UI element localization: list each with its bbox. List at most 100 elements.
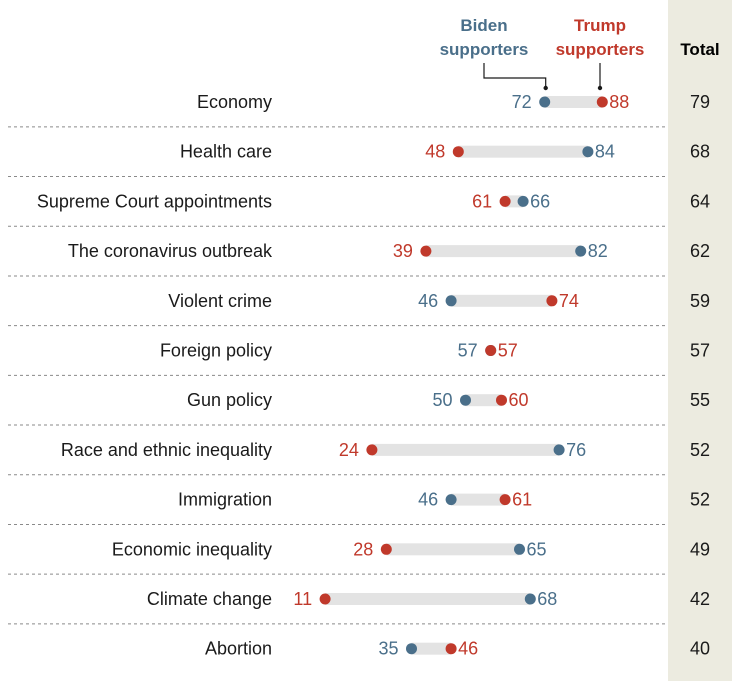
trump-dot: [485, 345, 497, 356]
category-label: The coronavirus outbreak: [68, 241, 273, 261]
biden-value-label: 46: [418, 291, 438, 311]
category-label: Abortion: [205, 639, 272, 659]
trump-value-label: 24: [339, 440, 359, 460]
biden-value-label: 46: [418, 490, 438, 510]
total-value: 62: [690, 241, 710, 261]
legend-trump-line2: supporters: [556, 40, 645, 59]
biden-value-label: 72: [512, 92, 532, 112]
legend-trump-line1: Trump: [574, 16, 626, 35]
biden-value-label: 65: [527, 539, 547, 559]
category-label: Supreme Court appointments: [37, 191, 272, 211]
chart-row: Climate change 11 68 42: [8, 589, 710, 625]
trump-dot: [499, 195, 511, 207]
category-label: Foreign policy: [160, 341, 272, 361]
trump-dot: [452, 146, 464, 158]
total-value: 52: [690, 440, 710, 460]
total-value: 57: [690, 341, 710, 361]
total-column-background: [668, 0, 732, 681]
total-value: 42: [690, 589, 710, 609]
category-label: Immigration: [178, 490, 272, 510]
range-bar: [451, 493, 506, 506]
chart-rows: Economy 72 88 79 Health care 48 84 68 Supreme Co…: [8, 92, 710, 659]
total-value: 64: [690, 191, 710, 211]
biden-dot: [539, 96, 551, 108]
biden-value-label: 84: [595, 142, 615, 162]
range-bar: [458, 145, 588, 158]
trump-value-label: 61: [512, 490, 532, 510]
trump-dot: [380, 543, 392, 555]
chart-row: Economic inequality 28 65 49: [8, 539, 710, 575]
range-bar: [451, 294, 552, 307]
chart-row: Supreme Court appointments 61 66 64: [8, 191, 710, 227]
legend-biden-line2: supporters: [440, 40, 529, 59]
total-value: 59: [690, 291, 710, 311]
biden-value-label: 57: [458, 341, 478, 361]
chart-row: The coronavirus outbreak 39 82 62: [8, 241, 710, 277]
biden-dot: [582, 146, 594, 158]
trump-value-label: 74: [559, 291, 579, 311]
range-bar: [371, 443, 560, 456]
biden-value-label: 76: [566, 440, 586, 460]
biden-value-label: 68: [537, 589, 557, 609]
trump-dot: [420, 245, 432, 257]
category-label: Climate change: [147, 589, 272, 609]
biden-dot: [575, 245, 587, 257]
category-label: Economic inequality: [112, 539, 272, 559]
category-label: Economy: [197, 92, 272, 112]
total-value: 49: [690, 539, 710, 559]
chart-row: Gun policy 50 60 55: [8, 390, 710, 426]
biden-value-label: 50: [432, 390, 452, 410]
legend-biden-line1: Biden: [460, 16, 507, 35]
biden-dot: [553, 444, 565, 456]
legend-trump-leader-dot: [597, 85, 603, 91]
chart-row: Immigration 46 61 52: [8, 490, 710, 525]
trump-dot: [445, 643, 457, 655]
chart-row: Economy 72 88 79: [8, 92, 710, 128]
total-value: 55: [690, 390, 710, 410]
legend-biden-leader: [483, 63, 547, 88]
total-header: Total: [680, 40, 719, 59]
legend-biden-leader-dot: [543, 85, 548, 91]
range-bar: [386, 543, 520, 556]
trump-value-label: 57: [498, 341, 518, 361]
trump-dot: [319, 593, 331, 605]
trump-value-label: 11: [293, 589, 312, 609]
biden-dot: [517, 195, 529, 207]
biden-dot: [460, 394, 471, 406]
biden-dot: [524, 593, 536, 605]
biden-value-label: 82: [588, 241, 608, 261]
trump-value-label: 61: [472, 191, 492, 211]
range-bar: [465, 394, 502, 407]
trump-dot: [496, 394, 507, 406]
total-value: 40: [690, 639, 710, 659]
range-bar: [544, 96, 603, 108]
biden-dot: [514, 543, 525, 555]
range-bar: [411, 642, 452, 655]
trump-dot: [499, 494, 511, 506]
trump-value-label: 60: [509, 390, 529, 410]
category-label: Gun policy: [187, 390, 272, 410]
range-bar: [325, 593, 531, 605]
biden-value-label: 35: [378, 639, 398, 659]
total-value: 68: [690, 142, 710, 162]
total-value: 79: [690, 92, 710, 112]
trump-value-label: 88: [609, 92, 629, 112]
chart-row: Violent crime 46 74 59: [8, 291, 710, 327]
chart-row: Foreign policy 57 57 57: [8, 341, 710, 376]
biden-dot: [445, 295, 457, 307]
trump-value-label: 46: [458, 639, 478, 659]
biden-value-label: 66: [530, 191, 550, 211]
range-bar: [425, 245, 581, 258]
trump-dot: [366, 444, 378, 456]
chart-row: Abortion 35 46 40: [205, 639, 710, 659]
biden-dot: [406, 643, 417, 655]
legend: Biden supporters Trump supporters Total: [440, 16, 720, 91]
category-label: Race and ethnic inequality: [61, 440, 272, 460]
trump-dot: [546, 295, 558, 307]
category-label: Violent crime: [168, 291, 272, 311]
biden-dot: [445, 494, 457, 506]
chart-row: Race and ethnic inequality 24 76 52: [8, 440, 710, 476]
chart-row: Health care 48 84 68: [8, 142, 710, 178]
total-value: 52: [690, 490, 710, 510]
